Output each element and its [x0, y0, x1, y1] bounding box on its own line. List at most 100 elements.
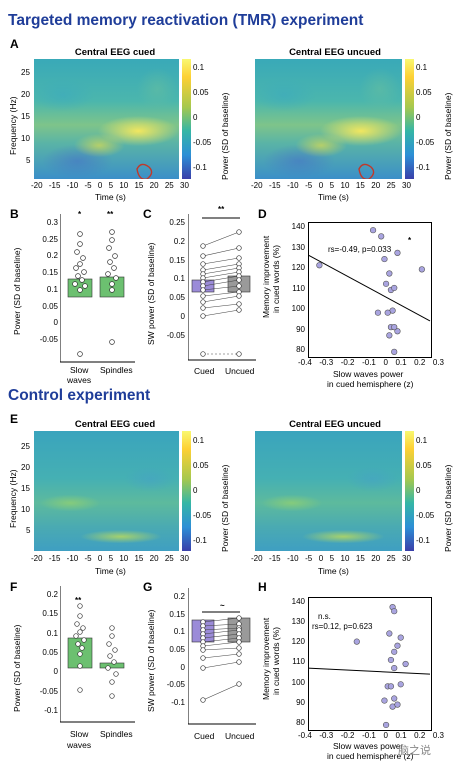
xtick: 20	[371, 554, 381, 563]
xtick: 25	[164, 554, 174, 563]
colorbar	[405, 431, 414, 551]
spectrogram-cued	[34, 59, 179, 179]
ytick: -0.1	[171, 697, 185, 707]
xtick: 0.1	[395, 731, 407, 740]
ytick: 100	[291, 677, 305, 687]
panel-e-uncued-title: Central EEG uncued	[289, 419, 381, 430]
ytick: 100	[291, 304, 305, 313]
panel-label-e: E	[10, 412, 19, 426]
ytick: 0.2	[173, 236, 185, 246]
category-label: Spindles	[100, 365, 133, 375]
data-point	[391, 348, 398, 355]
cbar-tick: 0.1	[193, 63, 205, 72]
ytick: 0.05	[169, 293, 185, 303]
ytick: 80	[296, 717, 305, 727]
ytick: 0.1	[173, 274, 185, 284]
cbar-tick: 0.05	[416, 461, 432, 470]
xtick: 20	[149, 554, 159, 563]
cbar-tick: 0	[416, 486, 421, 495]
xtick: 30	[402, 554, 411, 563]
xtick: 25	[164, 181, 174, 190]
xtick: 15	[355, 181, 365, 190]
xtick: 0	[318, 554, 324, 563]
data-point	[387, 656, 395, 664]
ytick: 0.3	[46, 218, 58, 227]
x-axis-label: Slow waves power	[333, 741, 404, 751]
ytick: 0.25	[169, 218, 185, 227]
spectrogram-uncued	[255, 431, 402, 551]
panel-f-yticks: 0.2 0.15 0.1 0.05 0 -0.05 -0.1	[36, 590, 58, 715]
cbar-tick: -0.1	[416, 536, 430, 545]
ytick: 0.1	[46, 628, 58, 638]
xtick: -10	[66, 181, 79, 190]
ytick: 120	[291, 263, 305, 272]
data-point	[381, 255, 388, 263]
cbar-tick: 0.1	[416, 63, 428, 72]
colorbar-label: Power (SD of baseline)	[220, 464, 230, 552]
xtick: 20	[149, 181, 159, 190]
panel-c-plot	[188, 214, 256, 361]
category-label: waves	[67, 375, 92, 385]
colorbar-label: Power (SD of baseline)	[443, 92, 453, 180]
xtick: -0.4	[298, 358, 312, 367]
sig-marker: **	[218, 205, 225, 214]
cluster-outline	[136, 163, 153, 179]
xtick: -5	[305, 181, 313, 190]
xtick: 0	[97, 554, 103, 563]
data-point	[382, 280, 390, 287]
xtick: -20	[31, 554, 43, 563]
panel-label-g: G	[143, 580, 153, 594]
ytick: 0.15	[42, 609, 58, 619]
y-axis-label: Power (SD of baseline)	[12, 624, 22, 712]
xtick: 30	[180, 181, 189, 190]
panel-a-cued-title: Central EEG cued	[74, 47, 156, 58]
panel-f-plot	[60, 586, 135, 723]
cbar-tick: -0.05	[416, 138, 435, 147]
xtick: 0	[318, 181, 324, 190]
data-point	[374, 309, 382, 316]
panel-d-scatter	[308, 222, 432, 358]
cbar-tick: -0.05	[193, 138, 212, 147]
cluster-outline	[358, 163, 375, 179]
data-point	[418, 266, 425, 273]
xtick: 0	[383, 731, 388, 740]
y-axis-label: Power (SD of baseline)	[12, 247, 22, 335]
cbar-tick: -0.1	[416, 163, 430, 172]
xtick: 15	[355, 554, 365, 563]
xtick: 10	[119, 554, 129, 563]
cbar-tick: -0.1	[193, 163, 207, 172]
xtick: -0.1	[362, 731, 376, 740]
ytick: 15	[21, 484, 30, 493]
cbar-tick: 0.05	[416, 88, 432, 97]
xtick: 0.3	[432, 358, 444, 367]
bar-spindles	[99, 662, 125, 669]
cbar-tick: -0.1	[193, 536, 207, 545]
bar-spindles	[99, 276, 125, 298]
regression-line	[308, 254, 431, 322]
y-axis-label: in cued words (%)	[271, 244, 281, 313]
sig-marker: **	[75, 596, 82, 605]
y-axis-label: Frequency (Hz)	[8, 469, 18, 528]
xtick: 0.3	[432, 731, 444, 740]
ytick: 0.25	[42, 234, 58, 244]
data-point	[391, 648, 398, 655]
ytick: -0.1	[44, 705, 58, 715]
xtick: 5	[108, 554, 114, 563]
cbar-tick: -0.05	[416, 511, 435, 520]
data-point	[391, 324, 398, 331]
x-axis-label: in cued hemisphere (z)	[327, 751, 414, 761]
ytick: 10	[21, 134, 30, 143]
panel-e-cued-title: Central EEG cued	[74, 419, 156, 430]
ytick: 0.15	[42, 268, 58, 278]
xtick: 10	[119, 181, 129, 190]
x-axis-label: Time (s)	[95, 192, 126, 202]
panel-label-h: H	[258, 580, 267, 594]
x-axis-label: Time (s)	[318, 192, 349, 202]
category-label: Cued	[194, 366, 215, 376]
xtick: 5	[108, 181, 114, 190]
x-axis-label: Time (s)	[318, 566, 349, 576]
ytick: 0.2	[173, 592, 185, 601]
ytick: 110	[292, 657, 305, 667]
stat-text: rs=0.12, p=0.623	[312, 622, 373, 631]
x-ticks-e-uncued: -20 -15 -10 -5 0 5 10 15 20 25 30	[251, 554, 411, 563]
